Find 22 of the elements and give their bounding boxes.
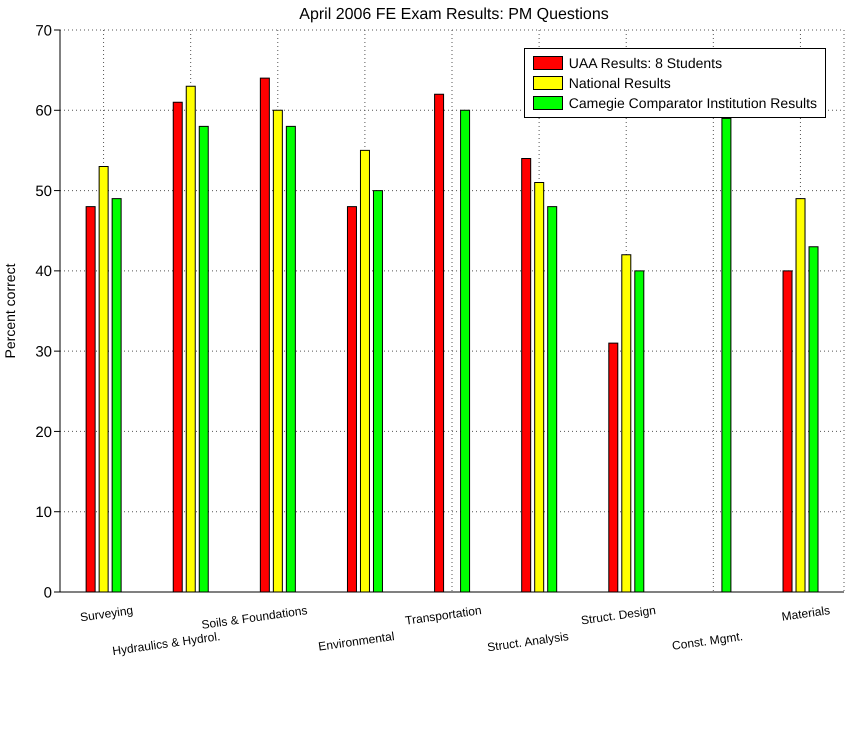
y-tick-label: 10 bbox=[35, 504, 52, 522]
x-tick-label: Transportation bbox=[404, 603, 482, 628]
y-tick-label: 0 bbox=[44, 584, 52, 602]
y-tick-label: 70 bbox=[35, 22, 52, 40]
x-tick-label: Struct. Design bbox=[580, 603, 657, 628]
y-tick-label: 30 bbox=[35, 343, 52, 360]
x-tick-label: Hydraulics & Hydrol. bbox=[111, 629, 222, 658]
legend-label: UAA Results: 8 Students bbox=[568, 54, 722, 73]
chart-title: April 2006 FE Exam Results: PM Questions bbox=[298, 6, 610, 24]
x-tick-label: Surveying bbox=[79, 603, 134, 624]
x-tick-label: Const. Mgmt. bbox=[671, 629, 744, 653]
x-tick-label: Materials bbox=[780, 603, 831, 624]
y-axis-title: Percent correct bbox=[2, 263, 18, 358]
legend-label: Camegie Comparator Institution Results bbox=[568, 94, 817, 113]
x-tick-label: Struct. Analysis bbox=[486, 629, 570, 654]
legend-label: National Results bbox=[568, 74, 671, 93]
y-tick-label: 40 bbox=[35, 263, 52, 280]
x-tick-label: Soils & Foundations bbox=[200, 603, 308, 632]
y-tick-label: 60 bbox=[35, 102, 52, 120]
y-tick-label: 50 bbox=[35, 182, 52, 200]
y-tick-label: 20 bbox=[35, 424, 52, 441]
x-tick-label: Environmental bbox=[317, 629, 396, 654]
